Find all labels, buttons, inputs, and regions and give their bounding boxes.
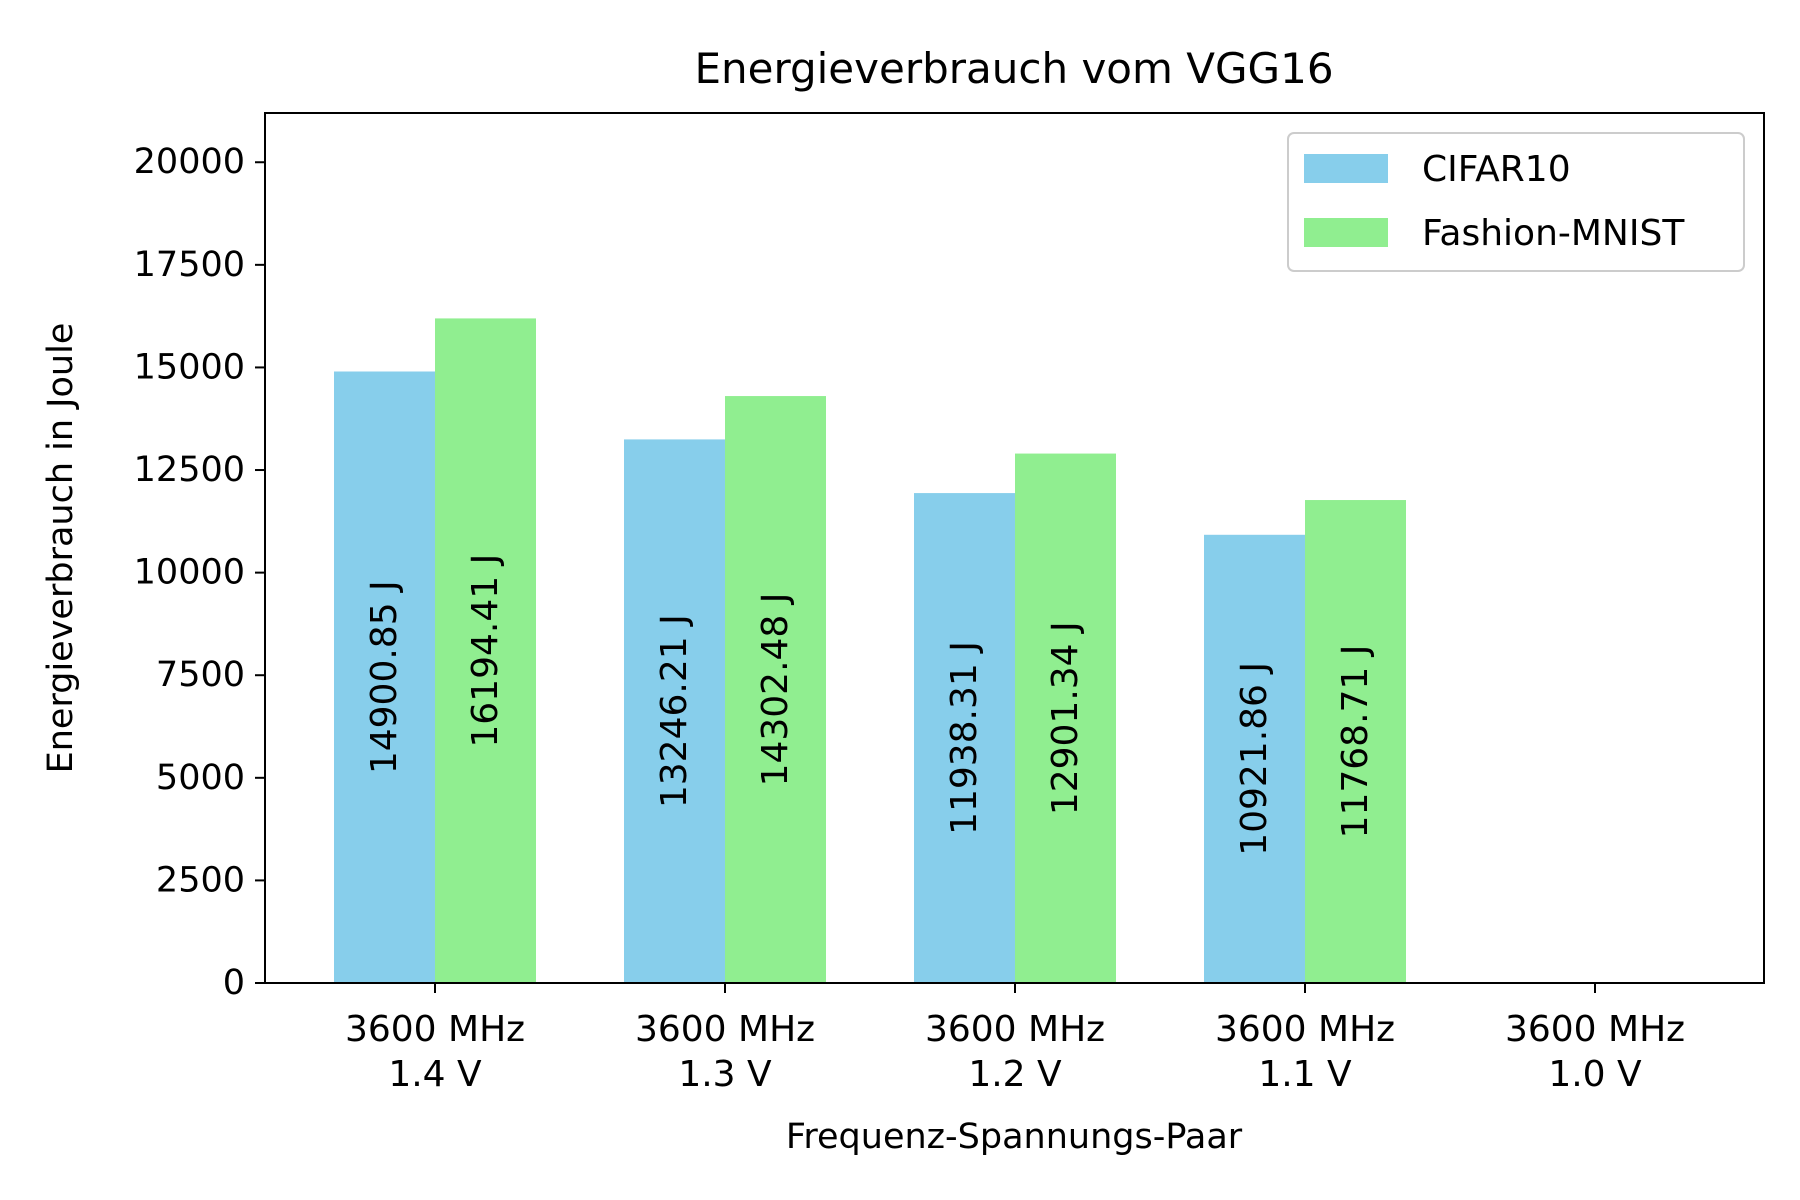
y-tick-label-17500: 17500 (134, 245, 245, 285)
bar-cifar10-0 (334, 371, 435, 983)
y-tick-label-20000: 20000 (134, 142, 245, 182)
x-axis-label: Frequenz-Spannungs-Paar (786, 1117, 1243, 1157)
legend-box (1287, 132, 1745, 272)
y-tick-label-0: 0 (223, 963, 245, 1003)
chart-title: Energieverbrauch vom VGG16 (694, 44, 1333, 93)
x-tick-label-0: 3600 MHz 1.4 V (345, 1009, 525, 1095)
x-tick-label-line-4-0: 3600 MHz (1505, 1009, 1685, 1050)
bar-cifar10-1 (624, 439, 725, 984)
bar-value-label-cifar10-1: 13246.21 J (654, 614, 695, 808)
bar-cifar10-3 (1204, 534, 1305, 983)
legend-label-cifar10: CIFAR10 (1422, 149, 1571, 190)
x-tick-label-line-0-0: 3600 MHz (345, 1009, 525, 1050)
bar-fashion-mnist-1 (725, 396, 826, 983)
value-labels-layer: 14900.85 J 13246.21 J 11938.31 J 10921.86 J… (364, 554, 1376, 856)
bar-value-label-cifar10-2: 11938.31 J (944, 641, 985, 835)
y-tick-label-10000: 10000 (134, 553, 245, 593)
x-tick-label-3: 3600 MHz 1.1 V (1215, 1009, 1395, 1095)
x-tick-label-line-2-1: 1.2 V (968, 1054, 1062, 1095)
y-axis-label: Energieverbrauch in Joule (41, 323, 81, 774)
bar-value-label-cifar10-3: 10921.86 J (1234, 662, 1275, 856)
x-tick-label-2: 3600 MHz 1.2 V (925, 1009, 1105, 1095)
x-tick-label-line-1-1: 1.3 V (678, 1054, 772, 1095)
bar-value-label-cifar10-0: 14900.85 J (364, 580, 405, 774)
legend-label-fashion-mnist: Fashion-MNIST (1422, 213, 1685, 254)
legend-swatch-cifar10 (1304, 154, 1388, 183)
x-tick-label-line-3-1: 1.1 V (1258, 1054, 1352, 1095)
x-tick-label-line-1-0: 3600 MHz (635, 1009, 815, 1050)
bar-value-label-fashion-mnist-3: 11768.71 J (1335, 645, 1376, 839)
y-tick-label-15000: 15000 (134, 347, 245, 387)
y-tick-label-2500: 2500 (156, 860, 245, 900)
bar-value-label-fashion-mnist-2: 12901.34 J (1045, 621, 1086, 815)
bar-fashion-mnist-0 (435, 318, 536, 983)
legend-swatch-fashion-mnist (1304, 218, 1388, 247)
bar-fashion-mnist-2 (1015, 453, 1116, 983)
y-tick-label-12500: 12500 (134, 450, 245, 490)
y-tick-label-7500: 7500 (156, 655, 245, 695)
bar-fashion-mnist-3 (1305, 500, 1406, 983)
bar-cifar10-2 (914, 493, 1015, 983)
x-tick-label-line-2-0: 3600 MHz (925, 1009, 1105, 1050)
bar-value-label-fashion-mnist-0: 16194.41 J (465, 554, 506, 748)
x-tick-label-line-3-0: 3600 MHz (1215, 1009, 1395, 1050)
x-tick-label-1: 3600 MHz 1.3 V (635, 1009, 815, 1095)
x-tick-label-line-4-1: 1.0 V (1548, 1054, 1642, 1095)
bars-layer (334, 318, 1406, 984)
x-tick-label-4: 3600 MHz 1.0 V (1505, 1009, 1685, 1095)
x-tick-label-line-0-1: 1.4 V (388, 1054, 482, 1095)
y-tick-label-5000: 5000 (156, 758, 245, 798)
legend: CIFAR10 Fashion-MNIST (1287, 132, 1745, 272)
y-axis: 0 2500 5000 7500 10000 12500 15000 17500 20000 (134, 142, 265, 1003)
bar-value-label-fashion-mnist-1: 14302.48 J (755, 593, 796, 787)
